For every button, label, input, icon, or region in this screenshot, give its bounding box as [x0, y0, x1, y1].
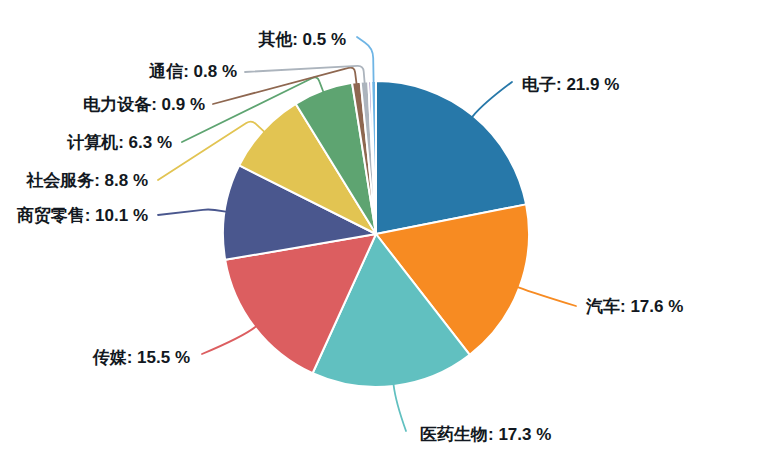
slice-leader-line [158, 209, 226, 215]
slice-leader-line [357, 37, 374, 82]
slice-label: 社会服务: 8.8 % [25, 171, 148, 190]
slice-label: 计算机: 6.3 % [66, 133, 172, 152]
pie-chart-svg: 电子: 21.9 % 汽车: 17.6 % 医药生物: 17.3 % 传媒: 15.5… [0, 0, 762, 465]
pie-chart: 电子: 21.9 % 汽车: 17.6 % 医药生物: 17.3 % 传媒: 15.5… [0, 0, 762, 465]
slice-label: 通信: 0.8 % [148, 62, 237, 81]
slice-label: 其他: 0.5 % [258, 30, 346, 49]
slice-label: 电力设备: 0.9 % [83, 95, 205, 114]
pie-slices [223, 81, 529, 387]
slice-leader-line [473, 82, 513, 117]
slice-label: 商贸零售: 10.1 % [17, 205, 148, 225]
slice-label: 传媒: 15.5 % [92, 348, 190, 367]
slice-label: 汽车: 17.6 % [585, 297, 683, 316]
slice-label: 医药生物: 17.3 % [420, 425, 551, 444]
slice-label: 电子: 21.9 % [522, 75, 619, 94]
slice-leader-line [394, 385, 406, 431]
slice-leader-line [202, 327, 256, 354]
slice-leader-line [518, 287, 576, 306]
